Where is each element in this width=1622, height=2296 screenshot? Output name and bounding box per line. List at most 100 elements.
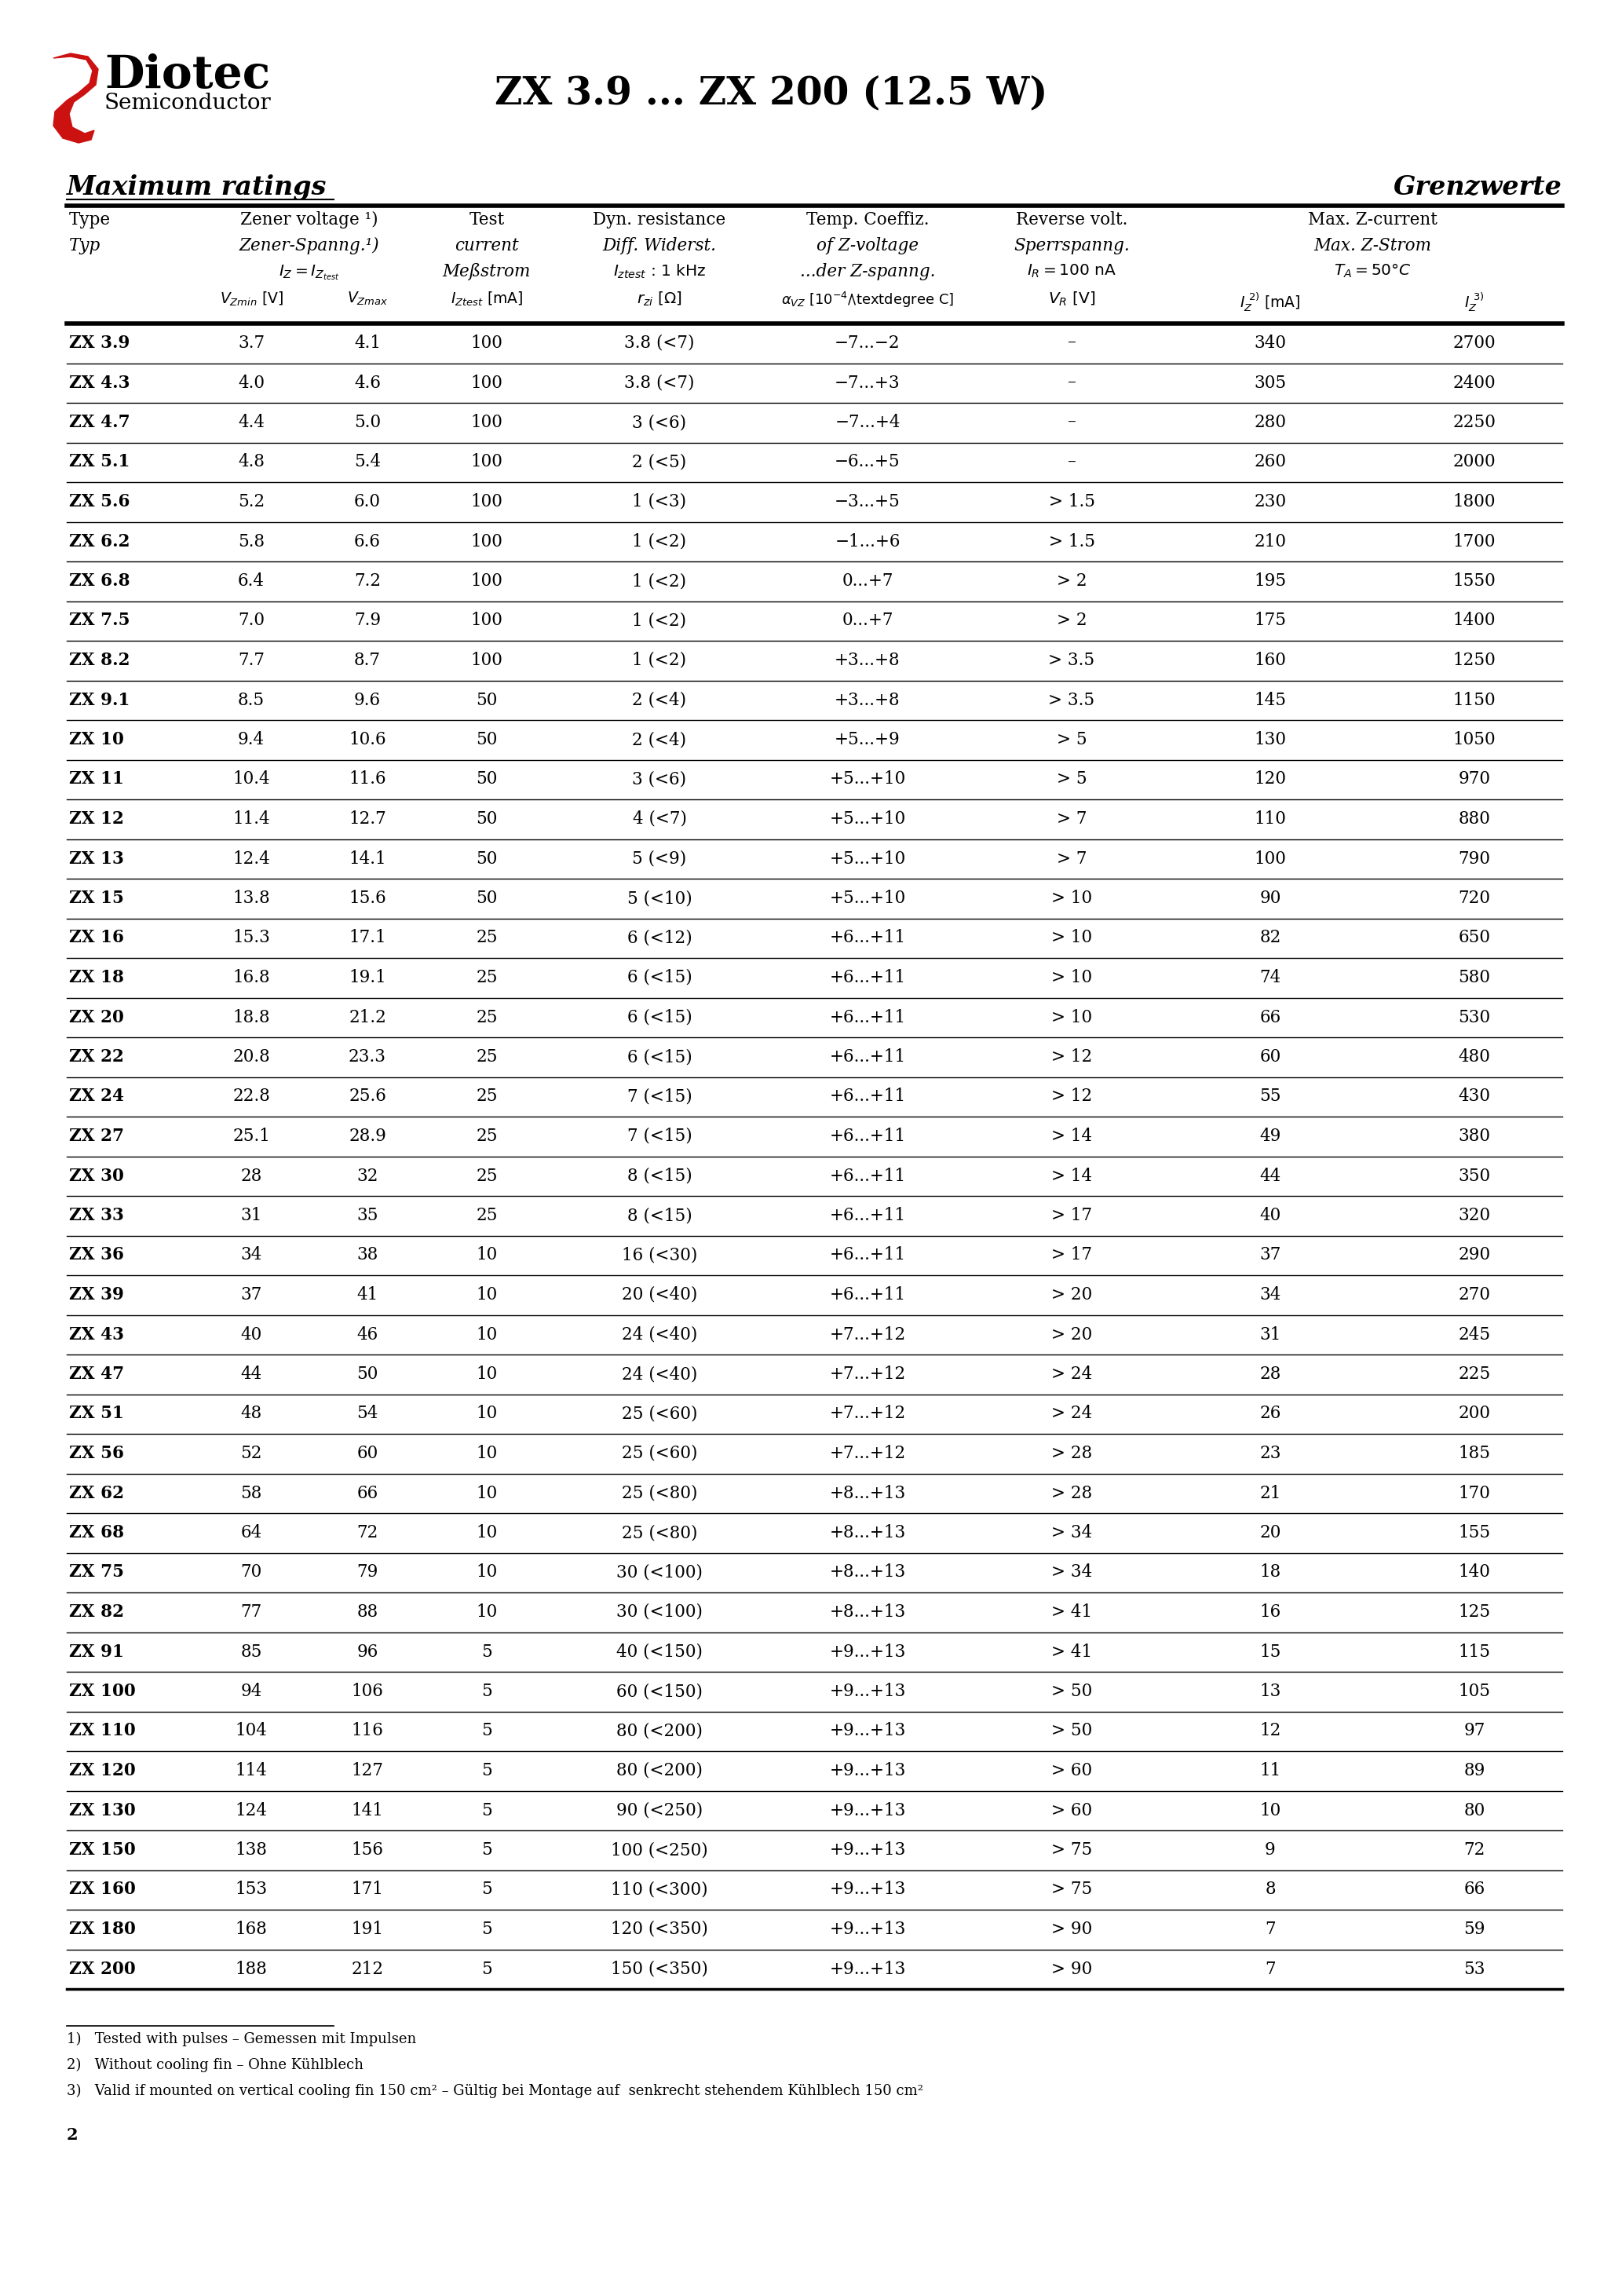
Text: 15.6: 15.6 (349, 889, 386, 907)
Text: 104: 104 (235, 1722, 268, 1740)
Text: 100: 100 (470, 374, 503, 390)
Text: 2: 2 (67, 2126, 78, 2142)
Text: 10: 10 (477, 1603, 498, 1621)
Text: 430: 430 (1458, 1088, 1491, 1104)
Text: 120 (<350): 120 (<350) (611, 1922, 709, 1938)
Text: 25: 25 (475, 969, 498, 987)
Text: ZX 100: ZX 100 (70, 1683, 136, 1699)
Text: 80 (<200): 80 (<200) (616, 1722, 702, 1740)
Text: 26: 26 (1260, 1405, 1281, 1424)
Text: 260: 260 (1254, 455, 1286, 471)
Text: > 50: > 50 (1051, 1683, 1092, 1699)
Text: 82: 82 (1260, 930, 1281, 946)
Text: +6...+11: +6...+11 (829, 969, 905, 987)
Text: 140: 140 (1458, 1564, 1491, 1582)
Text: 245: 245 (1458, 1325, 1491, 1343)
Text: ZX 6.8: ZX 6.8 (70, 572, 130, 590)
Text: 280: 280 (1254, 413, 1286, 432)
Text: 880: 880 (1458, 810, 1491, 827)
Text: 16 (<30): 16 (<30) (621, 1247, 697, 1263)
Text: +9...+13: +9...+13 (829, 1880, 905, 1899)
Text: 23.3: 23.3 (349, 1049, 386, 1065)
Text: 12.7: 12.7 (349, 810, 386, 827)
Text: 106: 106 (352, 1683, 383, 1699)
Text: 21: 21 (1260, 1486, 1281, 1502)
Text: 7.7: 7.7 (238, 652, 264, 668)
Text: +7...+12: +7...+12 (829, 1444, 905, 1463)
Text: 10: 10 (477, 1486, 498, 1502)
Text: > 41: > 41 (1051, 1644, 1092, 1660)
Text: ZX 82: ZX 82 (70, 1603, 123, 1621)
Text: +9...+13: +9...+13 (829, 1961, 905, 1977)
Text: of Z-voltage: of Z-voltage (816, 236, 918, 255)
Text: 6 (<15): 6 (<15) (628, 1008, 693, 1026)
Text: 66: 66 (357, 1486, 378, 1502)
Text: 37: 37 (1260, 1247, 1281, 1263)
Text: ZX 3.9 ... ZX 200 (12.5 W): ZX 3.9 ... ZX 200 (12.5 W) (495, 73, 1048, 113)
Text: 12: 12 (1260, 1722, 1281, 1740)
Text: 4.4: 4.4 (238, 413, 264, 432)
Text: 2 (<4): 2 (<4) (633, 691, 686, 709)
Text: ZX 75: ZX 75 (70, 1564, 123, 1582)
Text: > 34: > 34 (1051, 1525, 1092, 1541)
Text: 191: 191 (352, 1922, 383, 1938)
Text: ZX 36: ZX 36 (70, 1247, 123, 1263)
Text: 1 (<2): 1 (<2) (633, 572, 686, 590)
Text: 290: 290 (1458, 1247, 1491, 1263)
Text: $V_R$ [V]: $V_R$ [V] (1048, 292, 1095, 308)
Text: +8...+13: +8...+13 (829, 1603, 905, 1621)
Text: Maximum ratings: Maximum ratings (67, 174, 328, 200)
Text: 21.2: 21.2 (349, 1008, 386, 1026)
Text: 18: 18 (1260, 1564, 1281, 1582)
Text: > 14: > 14 (1051, 1127, 1092, 1146)
Text: 25: 25 (475, 930, 498, 946)
Text: +6...+11: +6...+11 (829, 1286, 905, 1304)
Text: 100: 100 (470, 335, 503, 351)
Text: > 20: > 20 (1051, 1325, 1092, 1343)
Text: 48: 48 (240, 1405, 261, 1424)
Text: $I_Z^{\ 2)}$ [mA]: $I_Z^{\ 2)}$ [mA] (1239, 292, 1301, 312)
Text: 212: 212 (352, 1961, 383, 1977)
Text: 1250: 1250 (1453, 652, 1495, 668)
Text: ZX 91: ZX 91 (70, 1644, 123, 1660)
Text: 1 (<2): 1 (<2) (633, 613, 686, 629)
Text: 19.1: 19.1 (349, 969, 386, 987)
Text: Dyn. resistance: Dyn. resistance (594, 211, 727, 230)
Text: $I_{Ztest}$ [mA]: $I_{Ztest}$ [mA] (451, 292, 522, 308)
Text: 720: 720 (1458, 889, 1491, 907)
Text: 89: 89 (1463, 1761, 1486, 1779)
Text: 25: 25 (475, 1008, 498, 1026)
Text: 9: 9 (1265, 1841, 1275, 1860)
Text: +8...+13: +8...+13 (829, 1564, 905, 1582)
Text: 7.9: 7.9 (354, 613, 381, 629)
Text: 50: 50 (475, 889, 498, 907)
Text: 12.4: 12.4 (232, 850, 269, 868)
Text: 380: 380 (1458, 1127, 1491, 1146)
Text: 6 (<15): 6 (<15) (628, 1049, 693, 1065)
Text: 6.6: 6.6 (354, 533, 381, 551)
Text: 5.4: 5.4 (354, 455, 381, 471)
Text: 5: 5 (482, 1841, 491, 1860)
Text: 50: 50 (357, 1366, 378, 1382)
Text: 340: 340 (1254, 335, 1286, 351)
Text: > 24: > 24 (1051, 1366, 1092, 1382)
Text: ZX 3.9: ZX 3.9 (70, 335, 130, 351)
Text: 5: 5 (482, 1644, 491, 1660)
Text: 171: 171 (352, 1880, 383, 1899)
Text: 38: 38 (357, 1247, 378, 1263)
Text: +7...+12: +7...+12 (829, 1366, 905, 1382)
Text: ZX 4.3: ZX 4.3 (70, 374, 130, 390)
Text: 4.1: 4.1 (354, 335, 381, 351)
Text: 1700: 1700 (1453, 533, 1495, 551)
Text: 8 (<15): 8 (<15) (628, 1208, 693, 1224)
Text: 50: 50 (475, 810, 498, 827)
Text: +7...+12: +7...+12 (829, 1405, 905, 1424)
Text: 7 (<15): 7 (<15) (628, 1088, 693, 1104)
Text: 100: 100 (470, 455, 503, 471)
Text: 530: 530 (1458, 1008, 1491, 1026)
Text: 114: 114 (235, 1761, 268, 1779)
Text: > 90: > 90 (1051, 1922, 1092, 1938)
Text: 9.6: 9.6 (354, 691, 381, 709)
Text: 14.1: 14.1 (349, 850, 386, 868)
Text: 54: 54 (357, 1405, 378, 1424)
